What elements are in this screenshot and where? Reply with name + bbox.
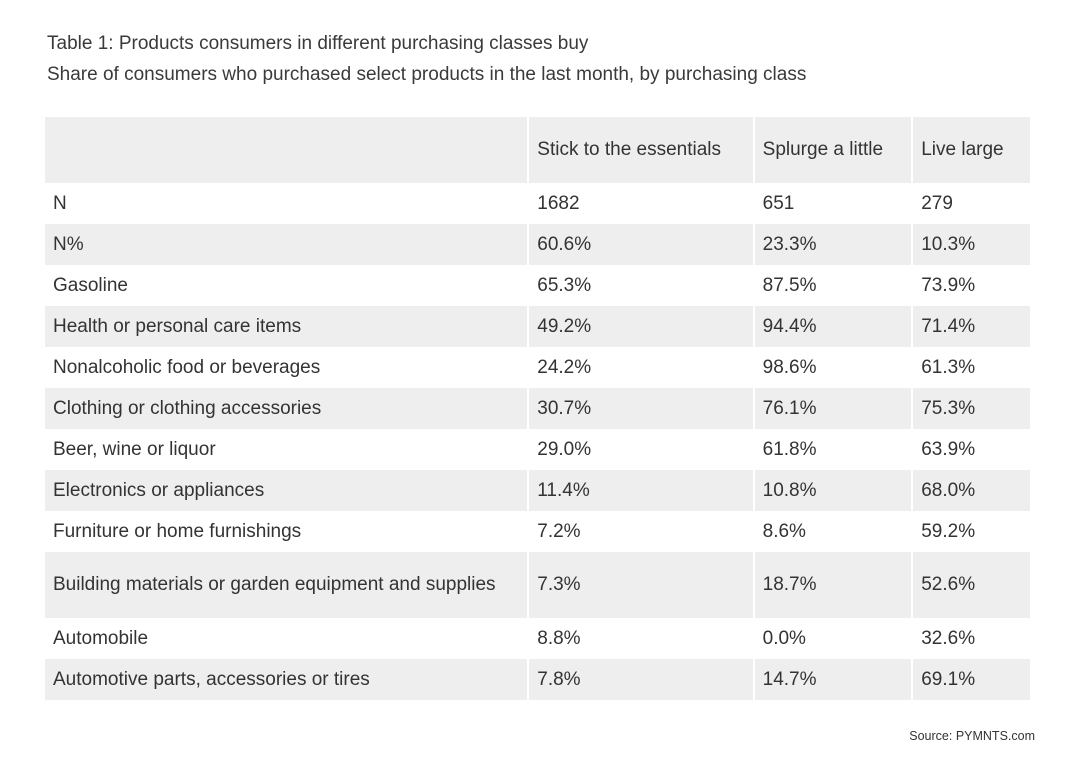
row-label: Beer, wine or liquor: [53, 438, 216, 460]
cell-stick-to-essentials: 8.8%: [537, 627, 581, 649]
row-label: Electronics or appliances: [45, 470, 528, 511]
table-row: N% 60.6% 23.3% 10.3%: [45, 224, 1030, 265]
table-row: Clothing or clothing accessories 30.7% 76.…: [45, 388, 1030, 429]
row-label: Gasoline: [53, 274, 128, 296]
table-row: Nonalcoholic food or beverages 24.2% 98.6%…: [45, 347, 1030, 388]
row-label: Clothing or clothing accessories: [45, 388, 528, 429]
cell-live-large: 61.3%: [921, 356, 976, 378]
cell-splurge-a-little: 98.6%: [762, 356, 817, 378]
cell-live-large: 59.2%: [921, 520, 976, 542]
cell-live-large: 73.9%: [921, 274, 976, 296]
cell-stick-to-essentials: 49.2%: [529, 306, 753, 347]
cell-stick-to-essentials: 30.7%: [529, 388, 753, 429]
table-row: Electronics or appliances 11.4% 10.8% 68.0%: [45, 470, 1030, 511]
cell-splurge-a-little: 23.3%: [754, 224, 912, 265]
cell-splurge-a-little: 651: [762, 192, 795, 214]
table-row: Beer, wine or liquor 29.0% 61.8% 63.9%: [45, 429, 1030, 470]
cell-stick-to-essentials: 1682: [537, 192, 580, 214]
table-row: Building materials or garden equipment a…: [45, 552, 1030, 618]
header-cell-live-large: Live large: [913, 117, 1030, 183]
row-label: Automotive parts, accessories or tires: [45, 659, 528, 700]
table-row: Automotive parts, accessories or tires 7.…: [45, 659, 1030, 700]
cell-splurge-a-little: 10.8%: [754, 470, 912, 511]
row-label: Nonalcoholic food or beverages: [53, 356, 321, 378]
cell-live-large: 69.1%: [913, 659, 1030, 700]
row-label: Health or personal care items: [45, 306, 528, 347]
row-label: Furniture or home furnishings: [53, 520, 302, 542]
table-row: Furniture or home furnishings 7.2% 8.6% 59.…: [45, 511, 1030, 552]
cell-splurge-a-little: 8.6%: [762, 520, 806, 542]
cell-live-large: 63.9%: [921, 438, 976, 460]
header-cell-splurge-a-little: Splurge a little: [754, 117, 912, 183]
cell-splurge-a-little: 14.7%: [754, 659, 912, 700]
header-cell-stick-to-essentials: Stick to the essentials: [529, 117, 753, 183]
table-body: N 1682 651 279 N% 60.6% 23.3% 10.3% Gasoline 65.3…: [45, 183, 1030, 700]
cell-stick-to-essentials: 29.0%: [537, 438, 592, 460]
cell-live-large: 10.3%: [913, 224, 1030, 265]
cell-live-large: 32.6%: [921, 627, 976, 649]
header-row: Stick to the essentials Splurge a little…: [45, 117, 1030, 183]
cell-splurge-a-little: 18.7%: [754, 552, 912, 618]
table-subtitle: Share of consumers who purchased select …: [47, 64, 807, 85]
data-table: Stick to the essentials Splurge a little…: [43, 117, 1032, 700]
header-cell-label: [45, 117, 528, 183]
table-row: Automobile 8.8% 0.0% 32.6%: [45, 618, 1030, 659]
cell-live-large: 71.4%: [913, 306, 1030, 347]
row-label: N%: [45, 224, 528, 265]
table-row: Health or personal care items 49.2% 94.4% 7…: [45, 306, 1030, 347]
row-label: Building materials or garden equipment a…: [45, 552, 528, 618]
table-title: Table 1: Products consumers in different…: [47, 33, 589, 54]
cell-live-large: 75.3%: [913, 388, 1030, 429]
cell-live-large: 68.0%: [913, 470, 1030, 511]
source-note: Source: PYMNTS.com: [909, 729, 1035, 743]
cell-stick-to-essentials: 7.3%: [529, 552, 753, 618]
cell-stick-to-essentials: 65.3%: [537, 274, 592, 296]
cell-stick-to-essentials: 24.2%: [537, 356, 592, 378]
cell-stick-to-essentials: 7.8%: [529, 659, 753, 700]
cell-splurge-a-little: 61.8%: [762, 438, 817, 460]
cell-splurge-a-little: 0.0%: [762, 627, 806, 649]
cell-splurge-a-little: 94.4%: [754, 306, 912, 347]
cell-live-large: 279: [921, 192, 953, 214]
row-label: Automobile: [53, 627, 149, 649]
row-label: N: [53, 192, 67, 214]
cell-splurge-a-little: 87.5%: [762, 274, 817, 296]
cell-stick-to-essentials: 11.4%: [529, 470, 753, 511]
cell-stick-to-essentials: 7.2%: [537, 520, 581, 542]
cell-splurge-a-little: 76.1%: [754, 388, 912, 429]
table-row: N 1682 651 279: [45, 183, 1030, 224]
cell-stick-to-essentials: 60.6%: [529, 224, 753, 265]
table-row: Gasoline 65.3% 87.5% 73.9%: [45, 265, 1030, 306]
cell-live-large: 52.6%: [913, 552, 1030, 618]
